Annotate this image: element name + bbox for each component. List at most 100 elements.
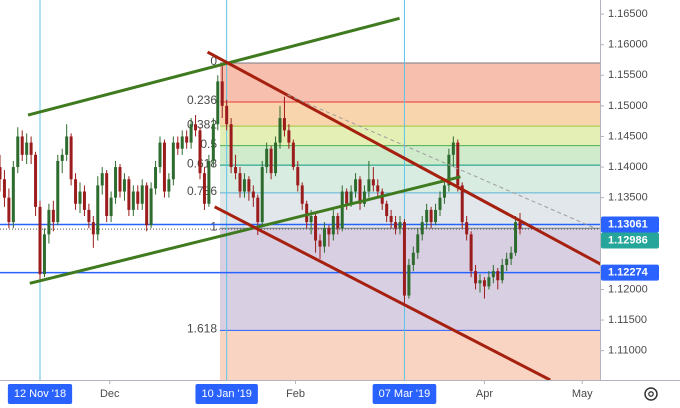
candle-body: [425, 209, 429, 223]
x-tick-box: [195, 384, 258, 404]
candle-body: [60, 154, 64, 161]
candle-body: [0, 167, 2, 180]
fib-band: [220, 192, 600, 229]
candle-body: [305, 203, 309, 223]
settings-icon[interactable]: [644, 387, 658, 401]
candle-body: [354, 179, 358, 192]
y-tick-label: 1.12000: [608, 283, 648, 295]
candle-body: [385, 203, 389, 217]
candle-body: [38, 206, 42, 275]
candle-body: [291, 142, 295, 168]
axes: 1.16500 1.16000 1.15500 1.15000 1.14500 1.140…: [7, 8, 659, 404]
candle-body: [331, 216, 335, 235]
candle-body: [82, 191, 86, 210]
price-label-box: [601, 232, 659, 249]
x-tick-box: [372, 384, 437, 404]
candle-body: [91, 222, 95, 235]
candle-body: [434, 209, 438, 223]
x-tick-label: Dec: [100, 388, 120, 400]
candle-body: [474, 271, 478, 284]
candle-body: [460, 185, 464, 223]
candle-body: [487, 277, 491, 287]
fib-label: 0: [210, 54, 217, 68]
candle-body: [118, 167, 122, 192]
candle-body: [140, 185, 144, 204]
fib-band: [220, 102, 600, 127]
y-tick-label: 1.15000: [608, 100, 648, 112]
candle-body: [251, 191, 255, 198]
x-tick-label: 12 Nov '18: [14, 388, 66, 400]
x-tick-label: May: [572, 388, 593, 400]
candle-body: [278, 118, 282, 143]
candle-body: [336, 216, 340, 229]
x-tick-label: Feb: [286, 388, 305, 400]
candle-body: [167, 179, 171, 192]
candle-body: [509, 252, 513, 259]
fib-label: 1: [210, 219, 217, 233]
fib-band: [220, 63, 600, 103]
candle-body: [398, 222, 402, 229]
candle-body: [238, 173, 242, 192]
candle-body: [207, 160, 211, 204]
candle-body: [287, 130, 291, 143]
trend-line: [27, 16, 400, 117]
candle-body: [216, 81, 220, 125]
price-label: 1.12986: [608, 234, 648, 246]
candle-body: [282, 118, 286, 131]
candle-body: [211, 124, 215, 161]
fib-label: 0.236: [187, 93, 217, 107]
candle-body: [482, 280, 486, 287]
candle-body: [78, 191, 82, 204]
candle-body: [42, 234, 46, 275]
candle-body: [114, 167, 118, 198]
fib-band: [220, 330, 600, 380]
candle-body: [65, 136, 69, 155]
candle-body: [185, 136, 189, 143]
candle-body: [145, 185, 149, 226]
candle-body: [322, 228, 326, 247]
candle-body: [371, 179, 375, 186]
candle-body: [300, 185, 304, 204]
candle-body: [451, 142, 455, 155]
fib-band: [220, 145, 600, 166]
price-label: 1.13061: [608, 218, 648, 230]
candle-body: [349, 191, 353, 204]
candle-body: [127, 179, 131, 210]
candle-body: [269, 148, 273, 174]
y-tick-label: 1.14000: [608, 161, 648, 173]
candle-body: [429, 209, 433, 223]
candle-body: [402, 222, 406, 296]
candle-body: [122, 179, 126, 192]
candle-body: [171, 142, 175, 180]
fib-label: 1.618: [187, 322, 217, 336]
candle-body: [229, 124, 233, 168]
candle-body: [158, 142, 162, 168]
candle-body: [34, 154, 38, 207]
candle-body: [447, 154, 451, 186]
candle-body: [47, 209, 51, 235]
price-label: 1.12274: [608, 267, 649, 279]
candle-body: [25, 142, 29, 155]
candle-body: [456, 142, 460, 186]
y-tick-label: 1.15500: [608, 69, 648, 81]
candle-body: [194, 124, 198, 131]
candle-body: [327, 228, 331, 235]
trend-line: [206, 50, 600, 266]
candle-body: [514, 222, 518, 253]
candle-body: [496, 271, 500, 281]
candle-body: [442, 185, 446, 198]
candle-body: [500, 264, 504, 281]
candle-body: [274, 142, 278, 174]
candle-body: [234, 167, 238, 174]
candle-body: [478, 280, 482, 284]
trend-line: [29, 175, 461, 285]
candle-body: [416, 234, 420, 253]
candle-body: [87, 209, 91, 223]
candle-body: [2, 179, 6, 198]
candle-body: [180, 136, 184, 149]
candle-body: [51, 209, 55, 223]
candle-body: [358, 179, 362, 204]
candle-body: [389, 216, 393, 223]
candle-body: [491, 271, 495, 278]
